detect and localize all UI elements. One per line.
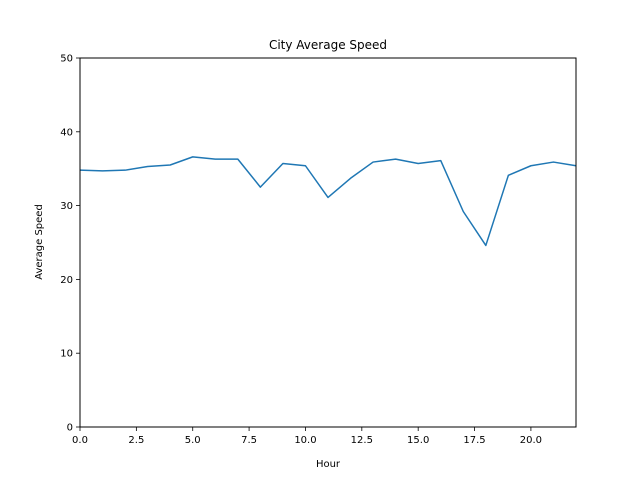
y-tick-label: 20 — [60, 275, 73, 286]
x-axis: 0.0 2.5 5.0 7.5 10.0 12.5 15.0 17.5 20.0 — [72, 427, 542, 446]
x-tick-label: 10.0 — [294, 435, 316, 446]
plot-frame — [79, 57, 577, 428]
x-tick-label: 2.5 — [128, 435, 144, 446]
y-axis-title: Average Speed — [34, 204, 45, 280]
y-tick-label: 0 — [67, 423, 73, 434]
y-tick-label: 10 — [60, 349, 73, 360]
plot-area — [79, 156, 577, 247]
x-tick-label: 0.0 — [72, 435, 88, 446]
series-line-0 — [79, 156, 577, 247]
chart-title: City Average Speed — [269, 38, 387, 52]
y-tick-label: 50 — [60, 54, 73, 65]
x-tick-label: 15.0 — [407, 435, 429, 446]
y-tick-label: 30 — [60, 201, 73, 212]
x-tick-label: 20.0 — [520, 435, 542, 446]
x-axis-title: Hour — [316, 459, 341, 470]
x-tick-label: 7.5 — [241, 435, 257, 446]
y-tick-label: 40 — [60, 127, 73, 138]
x-tick-label: 12.5 — [351, 435, 373, 446]
y-axis: 0 10 20 30 40 50 — [60, 54, 80, 434]
x-tick-label: 17.5 — [463, 435, 485, 446]
x-tick-label: 5.0 — [185, 435, 201, 446]
